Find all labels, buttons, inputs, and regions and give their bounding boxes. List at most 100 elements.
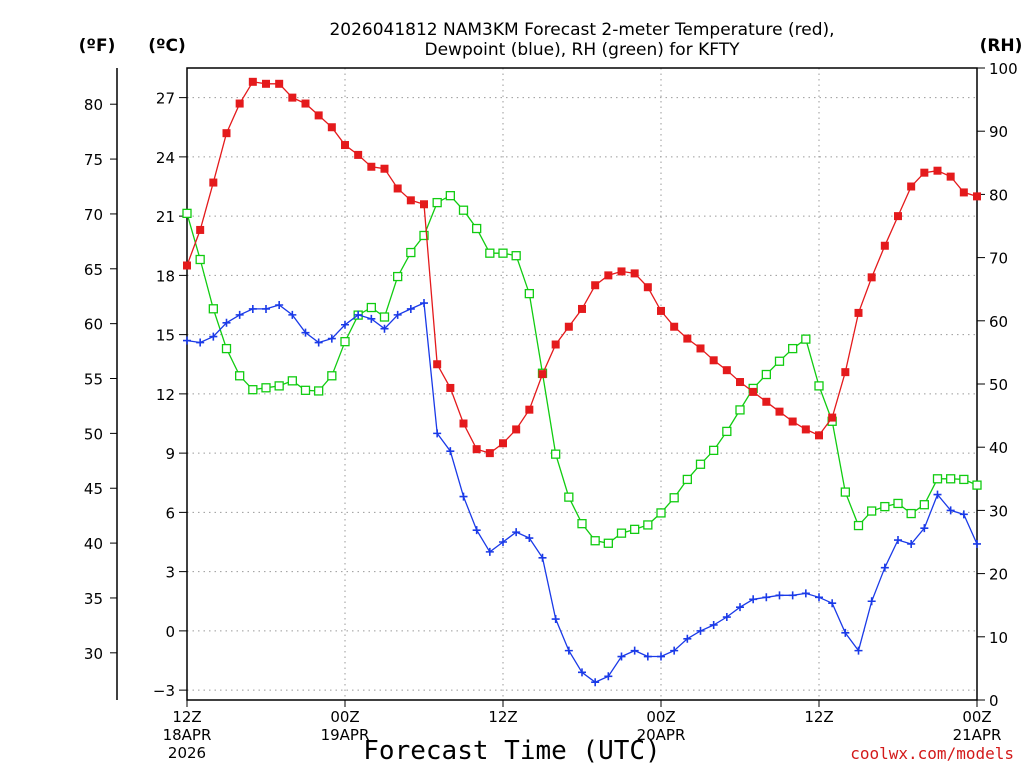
rh-tick-label: 80 <box>989 186 1008 204</box>
rh-point <box>511 251 521 261</box>
rh-point <box>709 445 719 456</box>
2-meter-temperature-point <box>854 308 863 317</box>
2-meter-temperature-point <box>617 267 626 276</box>
2-meter-temperature-point <box>841 368 850 377</box>
rh-point <box>603 538 613 548</box>
dewpoint-point <box>578 668 586 677</box>
dewpoint-point <box>736 603 744 612</box>
dewpoint-point <box>446 447 455 456</box>
dewpoint-point <box>209 332 218 341</box>
time-tick-label: 00Z <box>646 708 675 726</box>
rh-point <box>643 520 653 530</box>
2-meter-temperature-point <box>262 79 270 88</box>
x-axis-label: Forecast Time (UTC) <box>363 736 660 766</box>
rh-point <box>274 381 284 391</box>
dewpoint-point <box>262 304 270 313</box>
dewpoint-point <box>617 652 626 661</box>
rh-point <box>840 487 850 497</box>
2-meter-temperature-point <box>406 196 415 205</box>
celsius-tick-label: 6 <box>165 504 175 522</box>
dewpoint-point <box>275 301 284 309</box>
rh-tick-label: 60 <box>989 313 1008 331</box>
rh-point <box>472 223 482 234</box>
rh-point <box>485 248 495 258</box>
dewpoint-point <box>564 646 573 655</box>
2-meter-temperature-point <box>222 129 231 138</box>
celsius-tick-label: 9 <box>165 445 175 463</box>
fahrenheit-axis: 30 35 40 45 50 55 60 65 70 75 80 <box>84 96 117 663</box>
dewpoint-point <box>815 593 823 602</box>
2-meter-temperature-point <box>683 334 692 343</box>
rh-point <box>867 506 877 516</box>
rh-point <box>261 383 271 393</box>
dewpoint-point <box>393 310 402 319</box>
2-meter-temperature-point <box>815 431 823 440</box>
2-meter-temperature-point <box>959 188 968 197</box>
rh-axis-unit: (RH) <box>980 36 1023 56</box>
dewpoint-point <box>604 672 613 681</box>
dewpoint-point <box>749 595 758 604</box>
2-meter-temperature-point <box>248 77 257 86</box>
rh-point <box>379 312 390 322</box>
time-tick-label: 12Z <box>804 708 833 726</box>
rh-point <box>853 520 864 531</box>
rh-point <box>669 493 679 503</box>
rh-point <box>682 474 692 485</box>
dewpoint-line <box>186 302 978 683</box>
2-meter-temperature-point <box>973 192 981 201</box>
fahrenheit-tick-label: 75 <box>84 151 103 169</box>
dewpoint-point <box>235 310 244 319</box>
dewpoint-point <box>314 338 323 347</box>
rh-point <box>314 386 324 396</box>
dewpoint-point <box>288 310 297 319</box>
time-tick-year: 2026 <box>168 744 206 762</box>
fahrenheit-tick-label: 70 <box>84 206 103 224</box>
celsius-tick-label: 24 <box>156 149 175 167</box>
dewpoint-point <box>341 320 349 329</box>
dewpoint-point <box>367 314 376 323</box>
2-meter-temperature-point <box>327 123 336 132</box>
fahrenheit-tick-label: 80 <box>84 96 103 114</box>
dewpoint-point <box>946 506 955 515</box>
rh-tick-label: 10 <box>989 629 1008 647</box>
dewpoint-point <box>248 304 257 313</box>
rh-point <box>656 508 666 518</box>
rh-point <box>959 474 969 485</box>
rh-tick-label: 100 <box>989 60 1018 78</box>
dewpoint-point <box>907 539 916 548</box>
2-meter-temperature-point <box>472 445 481 454</box>
dewpoint-point <box>538 553 547 562</box>
time-tick-date: 19APR <box>321 726 370 744</box>
rh-point <box>208 304 218 314</box>
rh-point <box>788 343 798 354</box>
2-meter-temperature-point <box>525 405 534 414</box>
rh-point <box>458 205 469 215</box>
chart-title-line1: 2026041812 NAM3KM Forecast 2-meter Tempe… <box>329 20 834 40</box>
rh-point <box>801 334 811 344</box>
2-meter-temperature-point <box>446 383 455 392</box>
2-meter-temperature-point <box>920 168 929 177</box>
rh-point <box>551 449 561 459</box>
dewpoint-point <box>485 547 494 556</box>
celsius-tick-label: 12 <box>156 386 175 404</box>
2-meter-temperature-point <box>762 397 771 406</box>
fahrenheit-tick-label: 50 <box>84 425 103 443</box>
dewpoint-point <box>933 490 942 499</box>
celsius-tick-label: −3 <box>153 682 175 700</box>
2-meter-temperature-point <box>801 425 810 434</box>
dewpoint-point <box>433 429 442 438</box>
2-meter-temperature-line <box>186 81 978 454</box>
dewpoint-point <box>696 626 705 635</box>
dewpoint-point <box>643 652 652 661</box>
2-meter-temperature-point <box>946 172 955 181</box>
rh-axis: 0 10 20 30 40 50 60 70 80 90 100 <box>977 60 1018 710</box>
fahrenheit-tick-label: 40 <box>84 535 103 553</box>
2-meter-temperature-point <box>591 281 600 290</box>
dewpoint-point <box>670 646 679 655</box>
dewpoint-point <box>920 524 929 533</box>
dewpoint-point <box>894 536 902 545</box>
credit-text: coolwx.com/models <box>850 744 1014 763</box>
2-meter-temperature-point <box>393 184 402 193</box>
